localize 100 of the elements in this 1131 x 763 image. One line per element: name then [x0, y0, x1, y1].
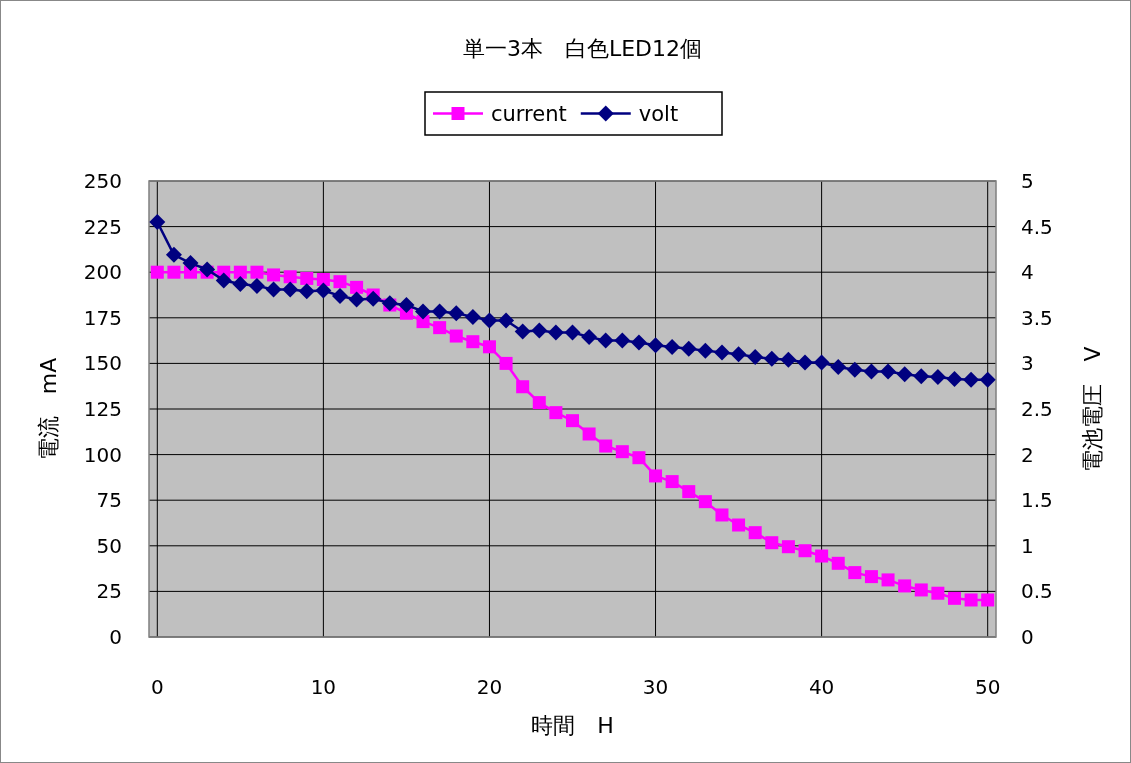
point: [549, 406, 563, 420]
point: [233, 265, 247, 279]
point: [348, 291, 365, 308]
point: [614, 332, 631, 349]
y2-tick-label: 4: [1021, 260, 1034, 285]
point: [649, 469, 663, 483]
y-tick-label: 125: [83, 397, 122, 421]
y-tick-label: 250: [83, 169, 122, 193]
point: [664, 338, 681, 355]
point: [150, 265, 164, 279]
point: [630, 334, 647, 351]
y-tick-label: 225: [83, 214, 122, 239]
point: [881, 573, 895, 587]
y2-tick-label: 0: [1021, 625, 1034, 649]
point: [547, 324, 564, 341]
point: [215, 272, 232, 289]
y-tick-label: 150: [83, 351, 122, 376]
point: [167, 265, 181, 279]
y2-tick-label: 1: [1021, 533, 1034, 558]
point: [499, 356, 513, 370]
point: [947, 591, 961, 605]
y2-tick-label: 0.5: [1021, 579, 1053, 604]
point: [830, 359, 847, 376]
point: [665, 475, 679, 489]
point: [615, 445, 629, 459]
point: [798, 544, 812, 558]
point: [698, 495, 712, 509]
point: [880, 363, 897, 380]
point: [232, 276, 249, 293]
point: [979, 371, 996, 388]
point: [248, 277, 265, 294]
y2-tick-label: 2.5: [1021, 397, 1053, 421]
point: [365, 290, 382, 307]
point: [449, 329, 463, 343]
point: [350, 280, 364, 294]
y-tick-label: 175: [83, 305, 122, 330]
point: [482, 340, 496, 354]
point: [333, 275, 347, 289]
point: [415, 303, 432, 320]
point: [780, 351, 797, 368]
point: [165, 246, 182, 263]
point: [433, 321, 447, 335]
point: [199, 261, 216, 278]
point: [581, 328, 598, 345]
y-axis-title: 電流 mA: [36, 357, 61, 461]
point: [182, 255, 199, 272]
point: [647, 337, 664, 354]
point: [250, 265, 264, 279]
point: [464, 308, 481, 325]
y2-tick-label: 1.5: [1021, 488, 1053, 513]
point: [315, 282, 332, 299]
point: [531, 322, 548, 339]
point: [946, 370, 963, 387]
point: [747, 349, 764, 366]
point: [564, 324, 581, 341]
point: [913, 368, 930, 385]
x-tick-label: 30: [642, 675, 669, 699]
point: [898, 579, 912, 593]
point: [732, 518, 746, 532]
point: [680, 340, 697, 357]
x-tick-label: 20: [476, 675, 503, 699]
point: [298, 283, 315, 300]
point: [763, 350, 780, 367]
point: [632, 451, 646, 465]
point: [848, 566, 862, 580]
point: [514, 323, 531, 340]
legend-label: current: [491, 101, 567, 126]
y-tick-label: 200: [83, 260, 122, 285]
point: [797, 354, 814, 371]
point: [815, 549, 829, 563]
point: [283, 270, 297, 284]
point: [713, 344, 730, 361]
point: [300, 271, 314, 285]
point: [481, 312, 498, 329]
point: [532, 396, 546, 410]
point: [697, 342, 714, 359]
legend-label: volt: [638, 101, 679, 126]
y-tick-label: 75: [96, 488, 122, 513]
point: [914, 583, 928, 597]
y2-axis-title: 電池電圧 V: [1080, 346, 1105, 472]
point: [431, 303, 448, 320]
point: [597, 332, 614, 349]
point: [448, 305, 465, 322]
point: [963, 371, 980, 388]
point: [265, 281, 282, 298]
point: [863, 363, 880, 380]
x-tick-label: 40: [808, 675, 835, 699]
point: [813, 354, 830, 371]
point: [831, 556, 845, 570]
x-tick-label: 0: [150, 675, 164, 699]
y-tick-label: 50: [96, 533, 122, 558]
point: [466, 335, 480, 349]
point: [846, 361, 863, 378]
y-tick-label: 25: [96, 579, 122, 604]
point: [282, 281, 299, 298]
chart-title: 単一3本 白色LED12個: [462, 36, 703, 61]
point: [931, 586, 945, 600]
point: [929, 369, 946, 386]
y2-tick-label: 5: [1021, 169, 1034, 193]
point: [566, 414, 579, 428]
